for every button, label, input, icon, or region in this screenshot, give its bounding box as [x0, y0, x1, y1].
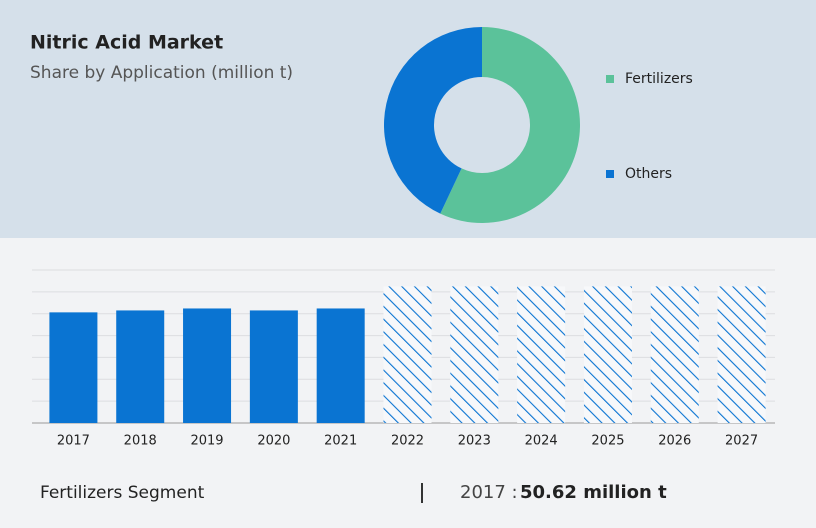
footer-value: 50.62 million t: [520, 482, 667, 503]
bar: [316, 308, 365, 423]
x-tick-label: 2023: [458, 434, 491, 449]
x-tick-label: 2021: [324, 434, 357, 449]
bar: [383, 286, 432, 423]
x-tick-label: 2026: [658, 434, 691, 449]
x-tick-label: 2024: [525, 434, 558, 449]
bar: [249, 310, 298, 423]
footer-period: 2017 :: [460, 482, 518, 503]
subtitle: Share by Application (million t): [30, 63, 293, 83]
title: Nitric Acid Market: [30, 32, 223, 54]
bar: [116, 310, 165, 423]
x-tick-label: 2017: [57, 434, 90, 449]
bar: [183, 308, 232, 423]
legend-swatch: [606, 75, 614, 83]
footer-segment: Fertilizers Segment: [40, 483, 205, 503]
legend-swatch: [606, 170, 614, 178]
x-tick-label: 2022: [391, 434, 424, 449]
x-tick-label: 2027: [725, 434, 758, 449]
legend-label: Others: [625, 166, 672, 182]
x-tick-label: 2019: [190, 434, 223, 449]
bar: [517, 286, 566, 423]
bar: [583, 286, 632, 423]
bar: [717, 286, 766, 423]
x-tick-label: 2025: [591, 434, 624, 449]
legend-label: Fertilizers: [625, 71, 693, 87]
x-tick-label: 2018: [124, 434, 157, 449]
pie-slice: [383, 27, 482, 214]
bar: [450, 286, 499, 423]
bar: [650, 286, 699, 423]
x-tick-label: 2020: [257, 434, 290, 449]
bar: [49, 312, 98, 423]
pie-slice: [440, 27, 580, 223]
